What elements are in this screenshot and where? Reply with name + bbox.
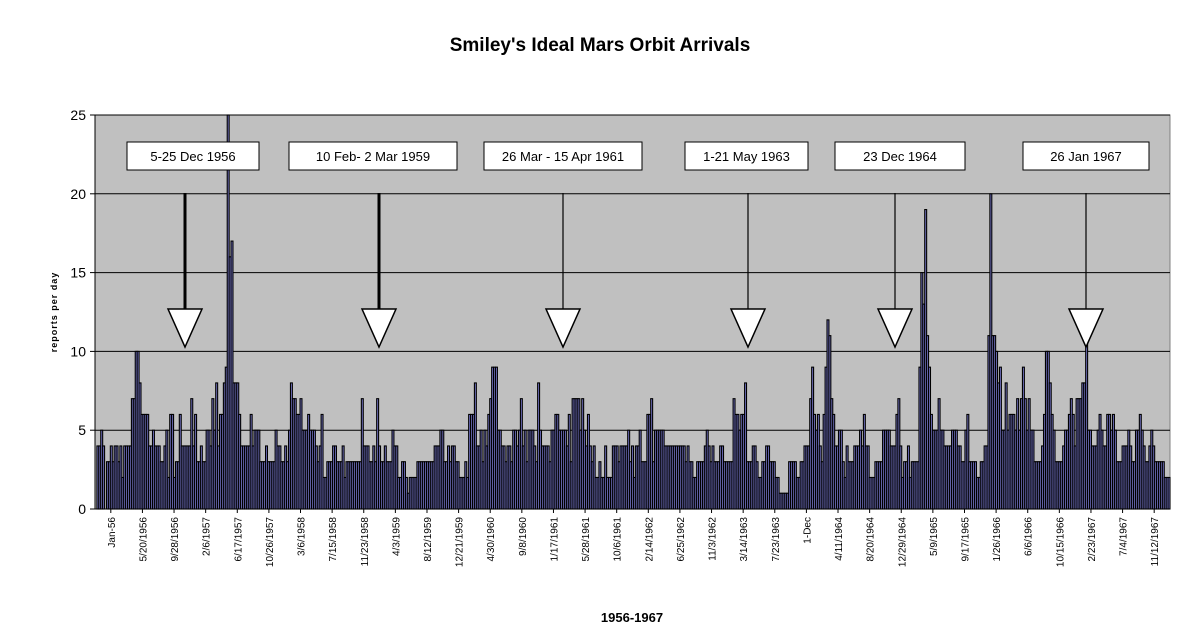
- x-tick-label: Jan-56: [107, 517, 118, 548]
- x-tick-label: 12/29/1964: [897, 517, 908, 567]
- x-tick-label: 8/20/1964: [866, 517, 877, 562]
- x-tick-label: 11/3/1962: [708, 517, 719, 561]
- annotation-box: [834, 141, 966, 171]
- x-tick-label: 10/6/1961: [613, 517, 624, 562]
- x-tick-label: 8/12/1959: [423, 517, 434, 562]
- annotation-label: 10 Feb- 2 Mar 1959: [316, 149, 430, 164]
- x-tick-label: 3/14/1963: [739, 517, 750, 562]
- x-tick-label: 1-Dec: [802, 517, 813, 544]
- x-axis-label: 1956-1967: [601, 610, 663, 625]
- x-tick-label: 10/26/1957: [265, 517, 276, 567]
- x-tick-label: 4/3/1959: [391, 517, 402, 556]
- y-axis-ticks: 0 5 10 15 20 25: [70, 107, 95, 517]
- annotation-label: 5-25 Dec 1956: [150, 149, 235, 164]
- x-tick-label: 11/12/1967: [1150, 517, 1161, 567]
- x-tick-label: 4/11/1964: [834, 517, 845, 561]
- y-tick-label: 10: [70, 343, 86, 359]
- annotation: 23 Dec 1964: [834, 141, 966, 349]
- x-tick-label: 5/9/1965: [929, 517, 940, 556]
- x-tick-label: 6/6/1966: [1024, 517, 1035, 556]
- x-tick-label: 9/28/1956: [170, 517, 181, 562]
- x-tick-label: 11/23/1958: [360, 517, 371, 567]
- y-tick-label: 0: [78, 501, 86, 517]
- x-tick-label: 7/4/1967: [1119, 517, 1130, 556]
- x-tick-label: 5/20/1956: [138, 517, 149, 562]
- bar-series: [96, 114, 1171, 510]
- x-tick-label: 5/28/1961: [581, 517, 592, 562]
- annotation: 26 Jan 1967: [1022, 141, 1150, 349]
- annotation-label: 23 Dec 1964: [863, 149, 937, 164]
- annotation: 10 Feb- 2 Mar 1959: [288, 141, 458, 349]
- annotation-box: [684, 141, 809, 171]
- x-tick-label: 12/21/1959: [455, 517, 466, 567]
- arrow-head-icon: [876, 308, 914, 349]
- y-tick-label: 20: [70, 186, 86, 202]
- y-tick-label: 25: [70, 107, 86, 123]
- annotation-box: [288, 141, 458, 171]
- x-tick-label: 4/30/1960: [486, 517, 497, 562]
- annotation-box: [126, 141, 260, 171]
- annotation: 1-21 May 1963: [684, 141, 809, 349]
- x-tick-label: 9/17/1965: [961, 517, 972, 562]
- x-tick-label: 1/17/1961: [550, 517, 561, 562]
- annotation-label: 1-21 May 1963: [703, 149, 790, 164]
- bar: [1167, 476, 1171, 510]
- x-tick-label: 6/25/1962: [676, 517, 687, 562]
- arrow-head-icon: [729, 308, 767, 349]
- x-tick-label: 2/14/1962: [644, 517, 655, 562]
- annotation-label: 26 Mar - 15 Apr 1961: [502, 149, 624, 164]
- y-axis-label: reports per day: [49, 272, 59, 353]
- x-tick-label: 2/23/1967: [1087, 517, 1098, 562]
- x-tick-label: 9/8/1960: [518, 517, 529, 556]
- arrow-head-icon: [166, 308, 204, 349]
- x-tick-label: 10/15/1966: [1055, 517, 1066, 567]
- x-tick-label: 3/6/1958: [297, 517, 308, 556]
- annotation-label: 26 Jan 1967: [1050, 149, 1122, 164]
- annotation-layer: 5-25 Dec 1956 10 Feb- 2 Mar 1959 26 Mar - …: [126, 141, 1150, 349]
- x-tick-label: 7/15/1958: [328, 517, 339, 562]
- annotation: 5-25 Dec 1956: [126, 141, 260, 349]
- y-tick-label: 15: [70, 265, 86, 281]
- x-tick-label: 6/17/1957: [233, 517, 244, 562]
- annotation-box: [1022, 141, 1150, 171]
- x-tick-label: 2/6/1957: [202, 517, 213, 556]
- annotation: 26 Mar - 15 Apr 1961: [483, 141, 643, 349]
- y-tick-label: 5: [78, 422, 86, 438]
- arrow-head-icon: [1067, 308, 1105, 349]
- chart-title: Smiley's Ideal Mars Orbit Arrivals: [450, 35, 751, 56]
- x-tick-label: 7/23/1963: [771, 517, 782, 562]
- bar: [102, 445, 106, 510]
- x-tick-label: 1/26/1966: [992, 517, 1003, 562]
- x-axis-ticks: Jan-56 5/20/1956 9/28/1956 2/6/1957 6/17/195…: [107, 509, 1161, 567]
- annotation-box: [483, 141, 643, 171]
- arrow-head-icon: [544, 308, 582, 349]
- arrow-head-icon: [360, 308, 398, 349]
